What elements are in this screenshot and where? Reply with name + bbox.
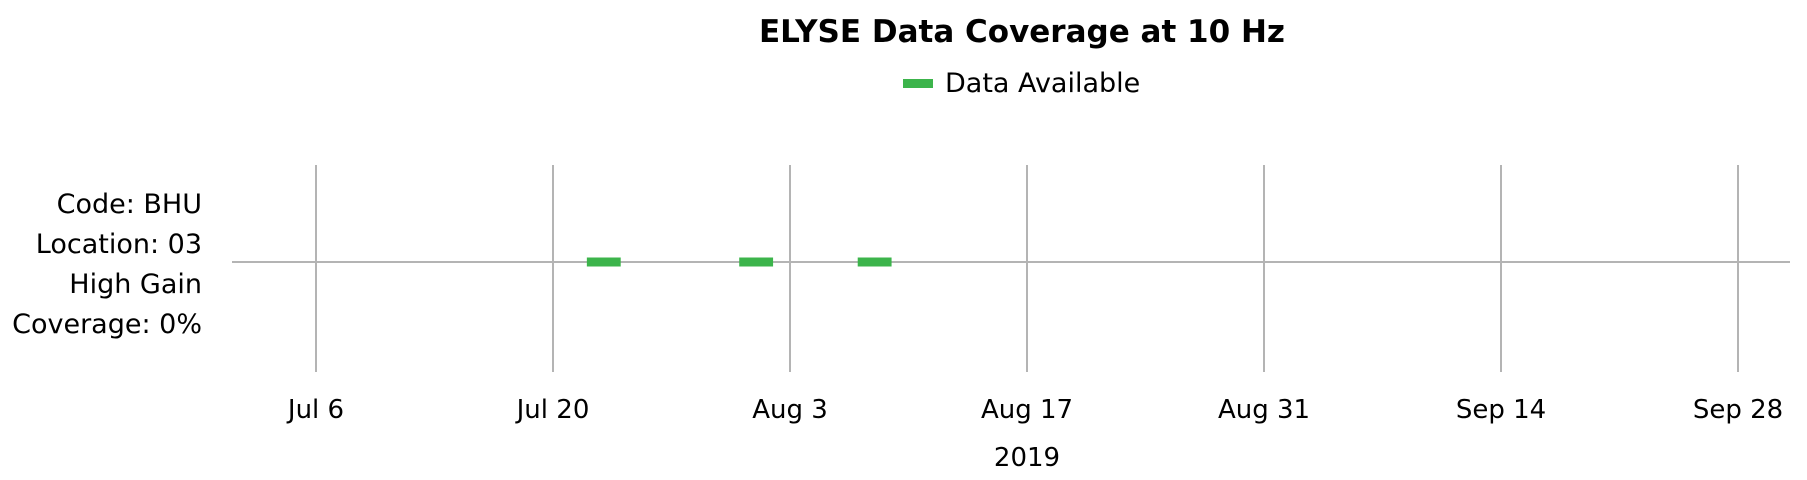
- x-tick-label: Aug 31: [1218, 395, 1310, 425]
- legend-label: Data Available: [945, 68, 1140, 99]
- row-label-coverage: Coverage: 0%: [12, 309, 202, 340]
- data-interval-bar: [857, 257, 892, 267]
- legend-swatch: [903, 79, 933, 88]
- data-interval-bar: [739, 257, 774, 267]
- x-tick-label: Sep 14: [1456, 395, 1546, 425]
- x-tick-label: Aug 3: [752, 395, 828, 425]
- grid-lines: [315, 165, 1739, 372]
- row-label-code: Code: BHU: [57, 189, 202, 220]
- x-axis-label: 2019: [994, 443, 1060, 473]
- data-intervals: [586, 257, 892, 267]
- x-tick-label: Jul 6: [286, 395, 344, 425]
- legend: Data Available: [903, 68, 1140, 99]
- x-tick-label: Sep 28: [1693, 395, 1783, 425]
- row-label-location: Location: 03: [36, 229, 202, 260]
- data-interval-bar: [586, 257, 621, 267]
- x-tick-label: Aug 17: [981, 395, 1073, 425]
- row-label-gain: High Gain: [69, 269, 202, 300]
- x-tick-labels: Jul 6 Jul 20 Aug 3 Aug 17 Aug 31 Sep 14 Sep 28: [286, 395, 1783, 425]
- chart-title: ELYSE Data Coverage at 10 Hz: [759, 14, 1285, 50]
- row-label: Code: BHU Location: 03 High Gain Coverag…: [12, 189, 202, 340]
- x-tick-label: Jul 20: [515, 395, 590, 425]
